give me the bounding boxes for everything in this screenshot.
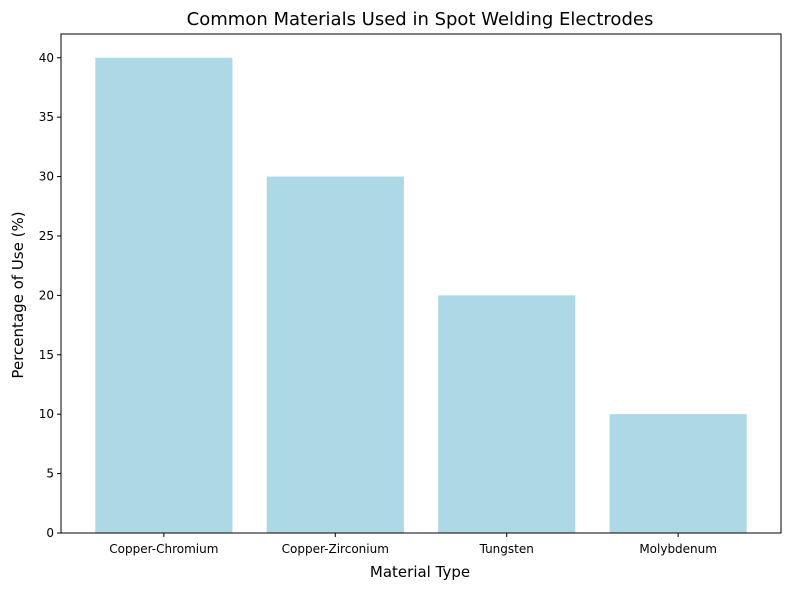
y-tick-label: 15 (39, 348, 54, 362)
axes-layer (60, 33, 782, 534)
x-axis-ticks: Copper-Chromium Copper-Zirconium Tungsten M… (109, 533, 717, 556)
x-tick-label: Tungsten (479, 542, 534, 556)
bar-copper-chromium (95, 57, 233, 533)
x-tick-label: Copper-Zirconium (282, 542, 389, 556)
y-tick-label: 0 (46, 526, 54, 540)
y-axis-label: Percentage of Use (%) (9, 211, 27, 378)
y-tick-label: 35 (39, 110, 54, 124)
y-axis-ticks: 0 5 10 15 20 25 30 35 40 (39, 51, 61, 540)
chart-title: Common Materials Used in Spot Welding El… (187, 9, 654, 30)
y-tick-label: 40 (39, 51, 54, 65)
y-tick-label: 25 (39, 229, 54, 243)
bar-molybdenum (609, 414, 747, 533)
bar-tungsten (438, 295, 576, 533)
x-tick-label: Molybdenum (639, 542, 717, 556)
plot-frame (60, 33, 782, 534)
bars-layer (95, 57, 747, 533)
y-tick-label: 30 (39, 170, 54, 184)
y-tick-label: 10 (39, 407, 54, 421)
y-tick-label: 20 (39, 288, 54, 302)
x-tick-label: Copper-Chromium (109, 542, 218, 556)
bar-copper-zirconium (266, 176, 404, 533)
y-tick-label: 5 (46, 467, 54, 481)
x-axis-label: Material Type (370, 563, 470, 581)
